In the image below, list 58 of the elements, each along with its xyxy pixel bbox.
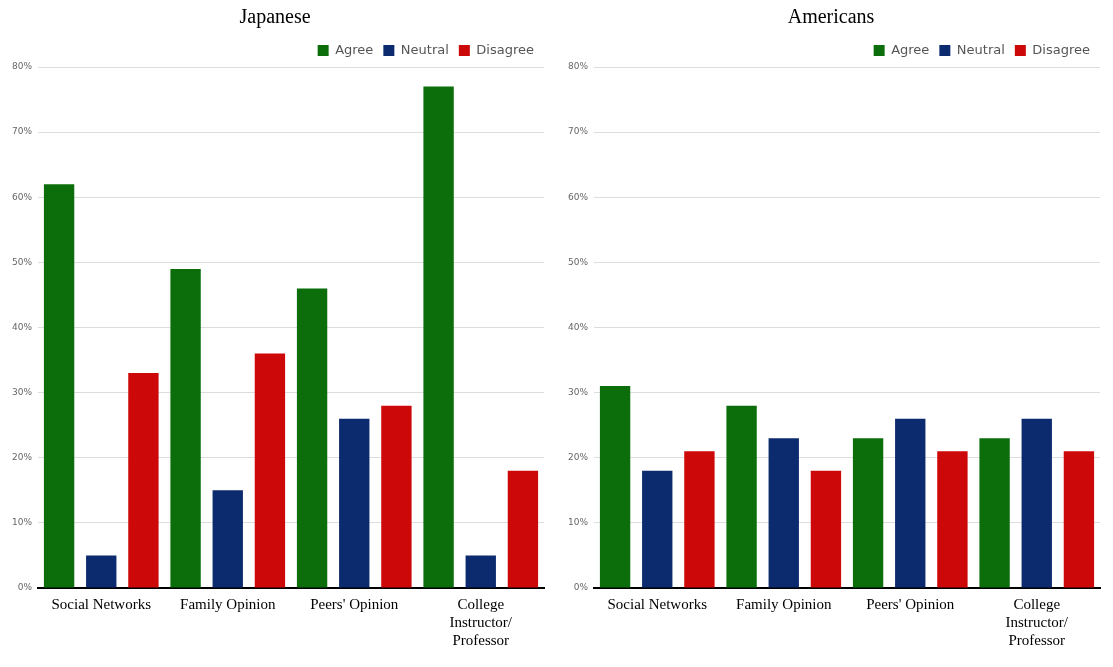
y-tick-label: 20% bbox=[11, 452, 33, 463]
x-tick-label: Social Networks bbox=[51, 595, 152, 612]
legend-label: Neutral bbox=[400, 41, 449, 57]
legend-label: Disagree bbox=[476, 41, 534, 57]
bar bbox=[86, 555, 117, 588]
y-tick-label: 10% bbox=[567, 517, 589, 528]
bar bbox=[423, 86, 454, 588]
bar bbox=[212, 490, 243, 588]
y-tick-label: 70% bbox=[11, 126, 33, 137]
legend-label: Agree bbox=[891, 41, 930, 57]
x-tick-label: Peers' Opinion bbox=[310, 595, 399, 612]
bar bbox=[937, 451, 968, 588]
y-tick-label: 0% bbox=[17, 582, 33, 593]
bar bbox=[43, 184, 75, 588]
legend-label: Disagree bbox=[1032, 41, 1090, 57]
bar bbox=[1021, 418, 1052, 588]
y-tick-label: 40% bbox=[567, 321, 589, 332]
y-tick-label: 50% bbox=[11, 256, 33, 267]
bar bbox=[254, 353, 286, 588]
y-tick-label: 30% bbox=[567, 386, 589, 397]
y-tick-label: 80% bbox=[567, 61, 589, 72]
legend-label: Agree bbox=[335, 41, 374, 57]
x-tick-label: Family Opinion bbox=[736, 595, 832, 612]
y-tick-label: 50% bbox=[567, 256, 589, 267]
x-tick-label: Social Networks bbox=[607, 595, 708, 612]
bar bbox=[895, 418, 926, 588]
y-tick-label: 70% bbox=[567, 126, 589, 137]
bar bbox=[170, 268, 201, 588]
y-tick-label: 20% bbox=[567, 452, 589, 463]
bar bbox=[642, 470, 673, 588]
y-tick-label: 30% bbox=[11, 386, 33, 397]
bar bbox=[128, 373, 159, 588]
x-tick-label: Family Opinion bbox=[180, 595, 276, 612]
bar bbox=[507, 470, 539, 588]
bar bbox=[599, 386, 631, 588]
bar bbox=[726, 405, 757, 588]
x-tick-label: College Instructor/ Professor bbox=[1005, 595, 1069, 648]
bar bbox=[684, 451, 715, 588]
bar bbox=[296, 288, 328, 588]
legend-label: Neutral bbox=[956, 41, 1005, 57]
bar bbox=[979, 438, 1010, 588]
bar bbox=[339, 418, 370, 588]
y-tick-label: 10% bbox=[11, 517, 33, 528]
chart-title: Americans bbox=[787, 5, 875, 28]
x-tick-label: Peers' Opinion bbox=[866, 595, 955, 612]
y-tick-label: 60% bbox=[11, 191, 33, 202]
y-tick-label: 80% bbox=[11, 61, 33, 72]
bar bbox=[852, 438, 884, 588]
chart-title: Japanese bbox=[239, 5, 311, 29]
bar bbox=[810, 470, 842, 588]
y-tick-label: 40% bbox=[11, 321, 33, 332]
bar bbox=[465, 555, 496, 588]
y-tick-label: 0% bbox=[573, 582, 589, 593]
y-tick-label: 60% bbox=[567, 191, 589, 202]
bar bbox=[1063, 451, 1095, 588]
x-tick-label: College Instructor/ Professor bbox=[449, 595, 513, 648]
bar bbox=[768, 438, 799, 588]
bar bbox=[381, 405, 412, 588]
